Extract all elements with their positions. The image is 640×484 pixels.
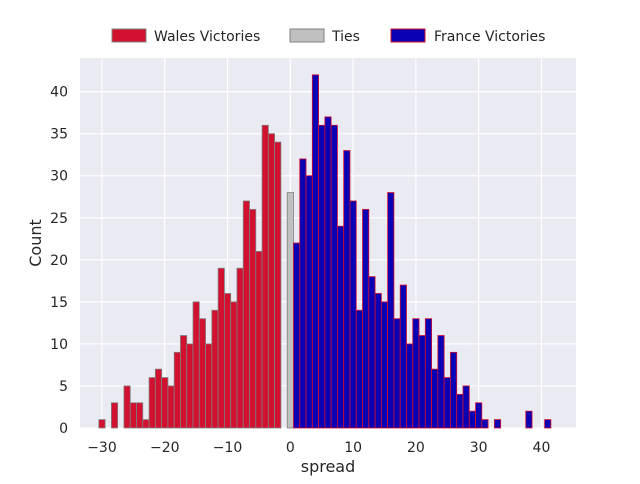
- bar-france-victories: [418, 335, 426, 429]
- bar-france-victories: [387, 192, 395, 429]
- x-tick-label: 10: [344, 440, 362, 456]
- bar-france-victories: [349, 200, 357, 429]
- bar-wales-victories: [167, 385, 175, 429]
- bar-wales-victories: [136, 402, 144, 429]
- bar-france-victories: [330, 124, 338, 429]
- bar-wales-victories: [186, 343, 194, 429]
- bar-france-victories: [525, 410, 533, 429]
- bar-wales-victories: [180, 335, 188, 429]
- bar-wales-victories: [148, 377, 156, 429]
- bar-wales-victories: [255, 251, 263, 429]
- bar-wales-victories: [192, 301, 200, 429]
- bars: [98, 74, 552, 429]
- bar-france-victories: [299, 158, 307, 429]
- bar-wales-victories: [267, 133, 276, 429]
- bar-france-victories: [362, 208, 370, 429]
- y-tick-label: 5: [59, 379, 68, 395]
- bar-france-victories: [355, 309, 363, 429]
- bar-wales-victories: [123, 385, 131, 429]
- bar-france-victories: [311, 74, 319, 429]
- legend: Wales Victories Ties France Victories: [111, 28, 545, 45]
- bar-france-victories: [475, 402, 483, 429]
- legend-label-ties: Ties: [331, 29, 360, 45]
- bar-france-victories: [380, 301, 389, 429]
- y-tick-label: 30: [50, 169, 68, 185]
- bar-france-victories: [544, 419, 552, 429]
- bar-france-victories: [399, 284, 407, 429]
- bar-wales-victories: [205, 343, 213, 429]
- bar-wales-victories: [110, 402, 119, 429]
- bar-wales-victories: [129, 402, 137, 429]
- bar-wales-victories: [274, 141, 282, 429]
- bar-france-victories: [343, 150, 351, 429]
- bar-wales-victories: [173, 351, 181, 429]
- y-axis-label: Count: [26, 219, 45, 267]
- bar-wales-victories: [198, 318, 206, 429]
- y-tick-label: 15: [50, 295, 68, 311]
- bar-france-victories: [437, 335, 445, 429]
- bar-france-victories: [443, 377, 451, 429]
- bar-france-victories: [450, 351, 458, 429]
- bar-wales-victories: [261, 124, 269, 429]
- bar-france-victories: [468, 410, 476, 429]
- legend-swatch-france: [390, 28, 426, 43]
- x-tick-label: −20: [150, 440, 180, 456]
- bar-ties: [286, 192, 294, 429]
- bar-wales-victories: [211, 309, 219, 429]
- bar-wales-victories: [217, 267, 225, 429]
- bar-wales-victories: [236, 267, 244, 429]
- legend-swatch-wales: [111, 28, 147, 43]
- bar-france-victories: [424, 318, 432, 429]
- x-tick-label: −10: [213, 440, 243, 456]
- bar-wales-victories: [224, 293, 232, 429]
- bar-wales-victories: [98, 419, 106, 429]
- bar-france-victories: [374, 293, 382, 429]
- bar-wales-victories: [142, 419, 150, 429]
- bar-france-victories: [324, 116, 332, 429]
- bar-france-victories: [462, 385, 470, 429]
- y-tick-label: 25: [50, 211, 68, 227]
- y-tick-label: 10: [50, 337, 68, 353]
- x-tick-label: 30: [470, 440, 488, 456]
- bar-france-victories: [318, 124, 326, 429]
- y-tick-label: 20: [50, 253, 68, 269]
- bar-wales-victories: [154, 368, 163, 429]
- x-tick-label: −30: [87, 440, 117, 456]
- bar-france-victories: [293, 242, 301, 429]
- x-tick-labels: −30 −20 −10 0 10 20 30 40: [87, 440, 550, 456]
- legend-label-france: France Victories: [434, 29, 545, 45]
- x-tick-label: 40: [533, 440, 551, 456]
- bar-wales-victories: [230, 301, 238, 429]
- bar-france-victories: [337, 225, 345, 429]
- x-tick-label: 20: [407, 440, 425, 456]
- bar-wales-victories: [242, 200, 250, 429]
- legend-swatch-ties: [289, 28, 325, 43]
- bar-france-victories: [412, 318, 420, 429]
- bar-france-victories: [493, 419, 502, 429]
- y-tick-label: 0: [59, 421, 68, 437]
- bar-france-victories: [406, 343, 414, 429]
- bar-wales-victories: [249, 208, 257, 429]
- y-tick-labels: 0 5 10 15 20 25 30 35 40: [50, 85, 68, 437]
- y-tick-label: 35: [50, 127, 68, 143]
- x-tick-label: 0: [286, 440, 295, 456]
- bar-france-victories: [481, 419, 489, 429]
- legend-label-wales: Wales Victories: [154, 29, 260, 45]
- bar-france-victories: [393, 318, 401, 429]
- y-tick-label: 40: [50, 85, 68, 101]
- bar-france-victories: [305, 175, 313, 429]
- bar-france-victories: [368, 276, 376, 429]
- x-axis-label: spread: [301, 457, 356, 476]
- bar-france-victories: [456, 393, 464, 429]
- bar-wales-victories: [161, 377, 169, 429]
- bar-france-victories: [431, 368, 439, 429]
